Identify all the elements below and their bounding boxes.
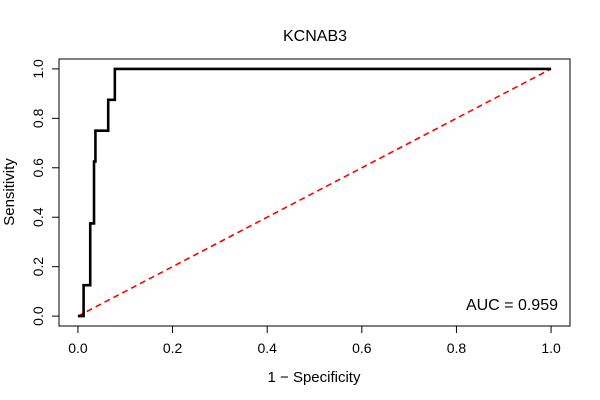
y-tick-label: 0.4 xyxy=(30,207,46,227)
x-tick-label: 0.0 xyxy=(68,340,88,356)
y-tick-label: 0.8 xyxy=(30,108,46,128)
y-tick-label: 0.2 xyxy=(30,257,46,277)
y-axis-label: Sensitivity xyxy=(1,158,18,226)
x-axis: 0.0 0.2 0.4 0.6 0.8 1.0 xyxy=(68,326,561,356)
x-tick-label: 1.0 xyxy=(541,340,561,356)
auc-annotation: AUC = 0.959 xyxy=(466,297,558,314)
y-tick-label: 1.0 xyxy=(30,59,46,79)
roc-curve xyxy=(77,67,552,318)
x-tick-label: 0.8 xyxy=(447,340,467,356)
y-tick-label: 0.6 xyxy=(30,158,46,178)
x-tick-label: 0.6 xyxy=(352,340,372,356)
plot-frame xyxy=(58,58,571,327)
y-tick-label: 0.0 xyxy=(30,306,46,326)
y-axis: 0.0 0.2 0.4 0.6 0.8 1.0 xyxy=(30,59,59,326)
x-tick-label: 0.2 xyxy=(163,340,183,356)
reference-diagonal-line xyxy=(77,68,552,317)
x-tick-label: 0.4 xyxy=(257,340,277,356)
chart-title: KCNAB3 xyxy=(283,28,347,45)
x-axis-label: 1 − Specificity xyxy=(268,369,361,386)
